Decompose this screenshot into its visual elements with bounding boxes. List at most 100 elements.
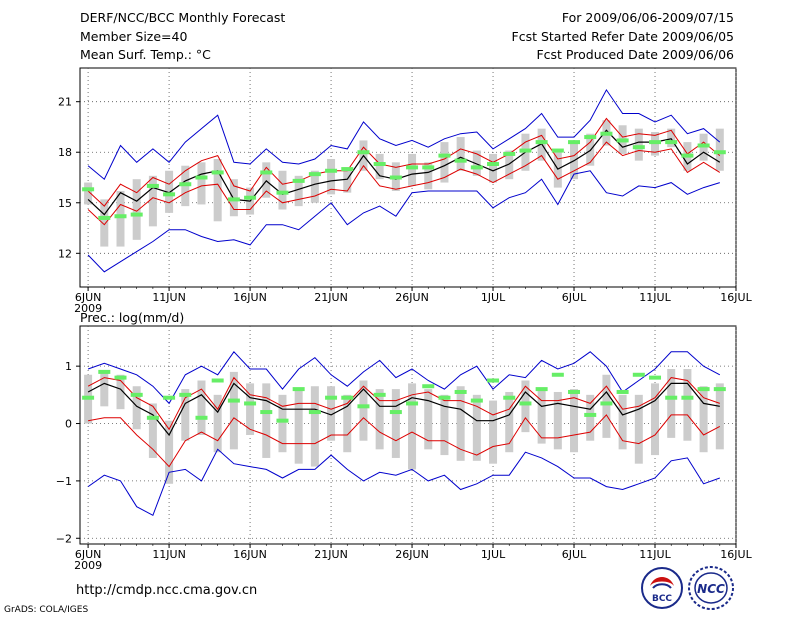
forecast-produced-date: Fcst Produced Date 2009/06/06 [536,47,734,62]
median-marker [632,145,645,150]
spread-box [440,394,449,456]
spread-box [408,153,417,186]
spread-box [100,371,109,407]
spread-box [602,374,611,438]
series-lower-line [88,414,721,468]
bcc-logo: BCC [641,567,683,609]
source-url[interactable]: http://cmdp.ncc.cma.gov.cn [76,583,258,598]
median-marker [487,162,500,167]
median-marker [163,395,176,400]
spread-box [521,380,530,433]
series-min-line [87,170,720,273]
chart-title: DERF/NCC/BCC Monthly Forecast [80,10,286,25]
median-marker [292,178,305,183]
median-marker [227,398,240,403]
spread-box [456,137,465,171]
x-year-label: 2009 [74,559,102,572]
y-tick-label: 0 [65,418,72,431]
median-marker [632,372,645,377]
member-size: Member Size=40 [80,29,188,44]
median-marker [146,183,159,188]
spread-box [634,128,643,161]
median-marker [406,165,419,170]
grads-credit: GrADS: COLA/IGES [4,605,89,615]
ncc-logo: NCC [688,566,734,610]
spread-box [391,389,400,458]
spread-box [84,182,93,205]
y-tick-label: −1 [56,475,72,488]
spread-box [667,128,676,148]
y-tick-label: 15 [58,197,72,210]
spread-box [440,142,449,183]
median-marker [713,150,726,155]
x-tick-label: 26JUN [395,548,429,561]
x-tick-label: 16JUN [233,291,267,304]
x-tick-label: 1JUL [481,291,506,304]
x-tick-label: 16JUN [233,548,267,561]
x-tick-label: 16JUL [720,548,752,561]
spread-box [246,383,255,435]
spread-box [343,167,352,193]
median-marker [308,410,321,415]
median-marker [422,384,435,389]
plot-frame [79,67,737,288]
median-marker [211,378,224,383]
spread-box [699,386,708,453]
median-marker [130,212,143,217]
median-marker [357,150,370,155]
spread-box [472,150,481,176]
series-min-line [87,448,720,517]
median-marker [308,172,321,177]
spread-box [132,179,141,240]
median-marker [649,140,662,145]
spread-box [165,170,174,213]
x-tick-label: 6JUL [562,548,587,561]
x-tick-label: 11JUN [152,291,186,304]
median-marker [454,158,467,163]
median-marker [179,182,192,187]
spread-box [424,162,433,190]
median-marker [503,151,516,156]
spread-box [116,374,125,410]
median-marker [503,395,516,400]
svg-text:NCC: NCC [697,582,725,596]
spread-box [229,371,238,450]
median-marker [665,395,678,400]
spread-box [165,420,174,484]
spread-box [537,389,546,444]
median-marker [211,170,224,175]
x-tick-label: 6JUL [562,291,587,304]
spread-box [148,175,157,227]
median-marker [438,395,451,400]
median-marker [276,190,289,195]
median-marker [616,389,629,394]
x-tick-label: 6JUN [75,548,102,561]
spread-box [667,369,676,438]
median-marker [422,165,435,170]
median-marker [535,140,548,145]
temperature-label: Mean Surf. Temp.: °C [80,47,211,62]
spread-box [213,158,222,222]
median-marker [292,387,305,392]
spread-box [489,400,498,464]
median-marker [551,372,564,377]
spread-box [651,383,660,456]
median-marker [146,415,159,420]
spread-box [116,190,125,247]
x-tick-label: 16JUL [720,291,752,304]
spread-box [213,394,222,453]
precipitation-label: Prec.: log(mm/d) [80,310,184,325]
median-marker [82,395,95,400]
median-marker [260,410,273,415]
y-tick-label: 1 [65,360,72,373]
series-upper-line [87,376,720,431]
median-marker [713,387,726,392]
spread-box [570,389,579,453]
spread-box [310,386,319,467]
series-upper-line [87,117,721,207]
median-marker [519,401,532,406]
median-marker [681,153,694,158]
spread-box [424,389,433,450]
median-marker [82,187,95,192]
